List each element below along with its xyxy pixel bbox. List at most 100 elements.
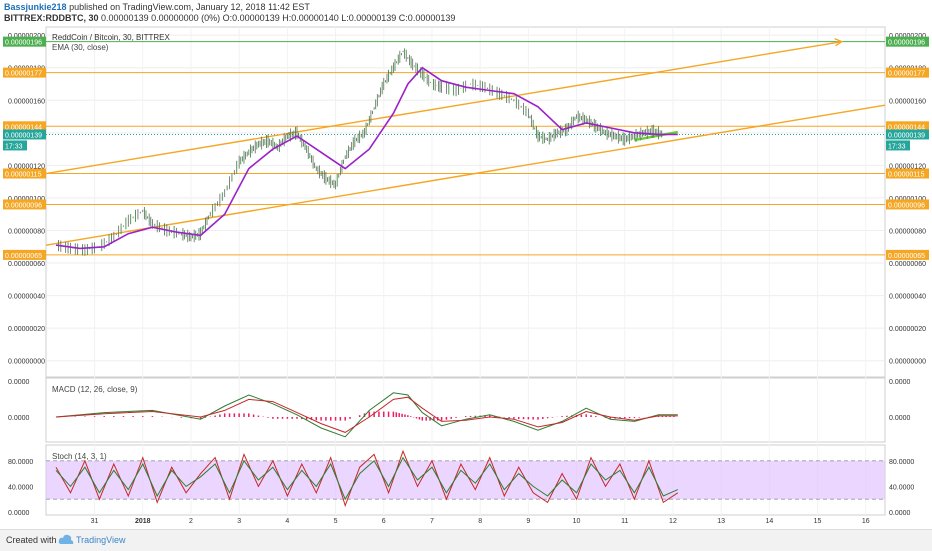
stoch-d-line — [55, 456, 679, 501]
time-tick-label: 16 — [862, 518, 870, 525]
price-tick-right: 0.00000040 — [889, 294, 926, 301]
time-tick-label: 2018 — [135, 518, 151, 525]
last-price-label-left: 0.00000139 — [5, 132, 42, 139]
price-level-badge-right — [886, 199, 929, 210]
stoch-tick-right: 40.0000 — [889, 484, 914, 491]
time-tick-label: 3 — [237, 518, 241, 525]
price-level-label-right: 0.00000196 — [888, 40, 925, 47]
price-tick-left: 0.00000060 — [8, 261, 45, 268]
time-tick-label: 13 — [717, 518, 725, 525]
price-level-badge-left — [3, 199, 46, 210]
time-tick-label: 5 — [334, 518, 338, 525]
time-tick-label: 31 — [91, 518, 99, 525]
countdown-badge-left — [3, 140, 27, 151]
price-level-badge-left — [3, 168, 46, 179]
price-level-badge-right — [886, 168, 929, 179]
time-tick-label: 15 — [814, 518, 822, 525]
time-tick-label: 9 — [526, 518, 530, 525]
price-level-badge-right — [886, 249, 929, 260]
stoch-indicator-label: Stoch (14, 3, 1) — [52, 452, 107, 461]
price-level-label-right: 0.00000065 — [888, 253, 925, 260]
price-change: 0.00000139 0.00000000 (0%) — [101, 13, 221, 23]
price-level-label-left: 0.00000065 — [5, 253, 42, 260]
stoch-tick-right: 0.0000 — [889, 510, 911, 517]
countdown-label-right: 17:33 — [888, 143, 906, 150]
price-tick-right: 0.00000160 — [889, 98, 926, 105]
last-price-label-right: 0.00000139 — [888, 132, 925, 139]
footer-bar: Created with TradingView — [0, 529, 932, 551]
price-level-label-right: 0.00000144 — [888, 124, 925, 131]
time-tick-label: 4 — [285, 518, 289, 525]
macd-tick-zero-left: 0.0000 — [8, 415, 30, 422]
stoch-tick-left: 40.0000 — [8, 484, 33, 491]
price-level-label-left: 0.00000196 — [5, 40, 42, 47]
channel-trendline-upper[interactable] — [45, 40, 842, 175]
countdown-label-left: 17:33 — [5, 143, 23, 150]
price-level-label-left: 0.00000144 — [5, 124, 42, 131]
ema-line — [55, 66, 678, 250]
time-tick-label: 11 — [621, 518, 628, 525]
price-level-badge-left — [3, 121, 46, 132]
stoch-tick-left: 0.0000 — [8, 510, 30, 517]
stoch-k-line — [55, 449, 679, 508]
price-tick-left: 0.00000040 — [8, 294, 45, 301]
last-price-badge-right — [886, 129, 929, 140]
created-with-text: Created with — [6, 535, 57, 545]
price-level-label-left: 0.00000177 — [5, 71, 42, 78]
channel-arrowhead — [834, 38, 844, 47]
macd-tick-top-left: 0.0000 — [8, 379, 30, 386]
price-level-label-left: 0.00000096 — [5, 202, 42, 209]
price-tick-left: 0.00000160 — [8, 98, 45, 105]
price-tick-right: 0.00000200 — [889, 33, 926, 40]
chart-canvas[interactable]: 0.00000000 0.00000000 0.00000020 0.00000020… — [0, 0, 932, 525]
price-tick-left: 0.00000020 — [8, 326, 45, 333]
price-level-badge-right — [886, 121, 929, 132]
price-level-badge-left — [3, 249, 46, 260]
time-tick-label: 12 — [669, 518, 677, 525]
price-tick-right: 0.00000020 — [889, 326, 926, 333]
main-pane-title: ReddCoin / Bitcoin, 30, BITTREX — [52, 33, 170, 42]
time-tick-label: 6 — [382, 518, 386, 525]
macd-pane[interactable] — [45, 377, 886, 443]
stoch-tick-left: 80.0000 — [8, 459, 33, 466]
price-tick-left: 0.00000200 — [8, 33, 45, 40]
price-tick-left: 0.00000000 — [8, 359, 45, 366]
macd-tick-top: 0.0000 — [889, 379, 911, 386]
symbol-prefix: BITTREX:RDDBTC, 30 — [4, 13, 99, 23]
price-level-badge-left — [3, 67, 46, 78]
time-tick-label: 10 — [573, 518, 581, 525]
time-tick-label: 2 — [189, 518, 193, 525]
stoch-tick-right: 80.0000 — [889, 459, 914, 466]
tradingview-cloud-icon — [58, 533, 74, 551]
price-tick-right: 0.00000120 — [889, 163, 926, 170]
last-price-badge-left — [3, 129, 46, 140]
price-tick-right: 0.00000060 — [889, 261, 926, 268]
price-tick-left: 0.00000080 — [8, 228, 45, 235]
price-level-label-right: 0.00000115 — [888, 172, 925, 179]
author-link[interactable]: Bassjunkie218 — [4, 2, 67, 12]
time-tick-label: 14 — [765, 518, 773, 525]
price-pane[interactable] — [45, 26, 886, 378]
time-tick-label: 8 — [478, 518, 482, 525]
tradingview-brand-link[interactable]: TradingView — [76, 535, 126, 545]
price-level-badge-right — [886, 36, 929, 47]
price-tick-left: 0.00000120 — [8, 163, 45, 170]
ema-indicator-label: EMA (30, close) — [52, 43, 109, 52]
macd-tick-zero: 0.0000 — [889, 415, 911, 422]
publish-info: Bassjunkie218 published on TradingView.c… — [4, 2, 310, 12]
publish-text: published on TradingView.com, January 12… — [69, 2, 310, 12]
time-tick-label: 7 — [430, 518, 434, 525]
price-level-label-right: 0.00000177 — [888, 71, 925, 78]
price-level-badge-left — [3, 36, 46, 47]
price-level-label-left: 0.00000115 — [5, 172, 42, 179]
price-tick-left: 0.00000100 — [8, 196, 45, 203]
macd-line — [55, 392, 678, 438]
price-tick-right: 0.00000100 — [889, 196, 926, 203]
short-support-line[interactable] — [634, 130, 679, 142]
symbol-ohlc-line: BITTREX:RDDBTC, 30 0.00000139 0.00000000… — [4, 13, 455, 23]
countdown-badge-right — [886, 140, 910, 151]
ohlc-values: O:0.00000139 H:0.00000140 L:0.00000139 C… — [222, 13, 456, 23]
price-level-badge-right — [886, 67, 929, 78]
channel-trendline-lower[interactable] — [45, 104, 886, 246]
price-tick-right: 0.00000080 — [889, 228, 926, 235]
